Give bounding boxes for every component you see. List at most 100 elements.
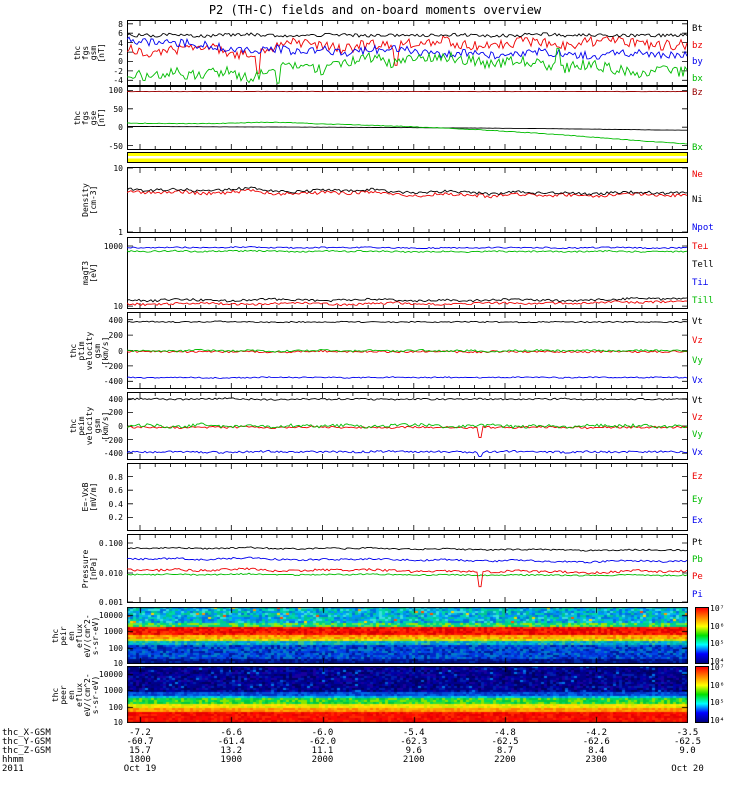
colorbar-tick-label: 10⁵ — [710, 698, 725, 708]
y-tick-label: 0 — [118, 57, 123, 67]
series-label: Vy — [692, 355, 703, 366]
axis-value: -5.4 — [402, 728, 425, 738]
series-label: Vx — [692, 448, 703, 459]
spectrogram-canvas — [127, 607, 688, 664]
y-tick-label: 10000 — [98, 669, 123, 679]
trace-svg — [127, 463, 688, 531]
series-label: by — [692, 57, 703, 68]
y-tick-label: 0.001 — [98, 598, 123, 607]
axis-value: -3.5 — [676, 728, 699, 738]
axis-value: 8.7 — [496, 746, 514, 756]
axis-value: -7.2 — [129, 728, 151, 738]
y-tick-label: -4 — [113, 76, 123, 86]
y-tick-label: 0.8 — [108, 472, 123, 482]
trace-svg — [127, 86, 688, 150]
series-label: Pi — [692, 589, 703, 600]
y-tick-label: -200 — [103, 361, 123, 371]
axis-value: -4.2 — [585, 728, 608, 738]
axis-value: 15.7 — [129, 746, 151, 756]
colorbar-tick-label: 10⁶ — [710, 680, 725, 690]
panel-peim-velocity — [127, 392, 688, 460]
axis-value: -62.5 — [491, 737, 519, 747]
panel-ptim-velocity — [127, 312, 688, 389]
colorbar-tick-label: 10⁶ — [710, 621, 725, 631]
trace-svg — [127, 20, 688, 86]
panel-magT3 — [127, 237, 688, 309]
colorbar — [695, 666, 709, 723]
axis-value: Oct 19 — [123, 764, 157, 774]
series-label: Vy — [692, 430, 703, 441]
panel-density — [127, 167, 688, 233]
axis-value: -6.0 — [311, 728, 334, 738]
series-label: Pb — [692, 555, 703, 566]
series-label: Vt — [692, 317, 703, 328]
axis-value: -61.4 — [217, 737, 245, 747]
y-tick-label: 0 — [118, 346, 123, 356]
series-label: Pt — [692, 537, 703, 548]
trace-svg — [127, 392, 688, 460]
axis-value: -62.3 — [400, 737, 428, 747]
series-label: Ne — [692, 169, 703, 180]
y-tick-label: 200 — [108, 408, 123, 418]
axis-value: -62.6 — [582, 737, 610, 747]
y-tick-label: -400 — [103, 449, 123, 459]
y-tick-label: 10000 — [98, 610, 123, 620]
y-tick-label: 1000 — [103, 627, 123, 637]
series-label: Ni — [692, 195, 703, 206]
spectrogram-canvas — [127, 666, 688, 723]
panel-peer-spectrogram — [127, 666, 688, 723]
y-tick-label: 6 — [118, 29, 123, 39]
colorbar-tick-label: 10⁷ — [710, 663, 725, 673]
series-label: Tell — [692, 259, 714, 270]
colorbar — [695, 607, 709, 664]
y-tick-label: 0.2 — [108, 513, 123, 523]
axis-value: 2200 — [494, 755, 516, 765]
y-tick-label: 0.4 — [108, 499, 123, 509]
series-label: Te⊥ — [692, 241, 709, 252]
series-label: bz — [692, 40, 703, 51]
axis-row-label: hhmm — [2, 755, 24, 765]
axis-value: -62.0 — [308, 737, 337, 747]
axis-value: 8.4 — [588, 746, 605, 756]
panel-pressure — [127, 534, 688, 603]
axis-value: 1800 — [129, 755, 151, 765]
y-axis-label: Density [cm-3] — [81, 183, 98, 217]
series-label: Vx — [692, 375, 703, 386]
axis-value: 9.0 — [679, 746, 696, 756]
axis-value: -60.7 — [126, 737, 154, 747]
y-tick-label: 0.6 — [108, 486, 123, 496]
trace-svg — [127, 237, 688, 309]
axis-value: -62.5 — [673, 737, 702, 747]
y-tick-label: -2 — [113, 66, 123, 76]
plot-title: P2 (TH-C) fields and on-board moments ov… — [208, 3, 542, 17]
panel-fgs-gse — [127, 86, 688, 150]
y-tick-label: 1 — [118, 228, 123, 237]
axis-value: 11.1 — [311, 746, 334, 756]
series-label: Ex — [692, 516, 703, 527]
axis-row-label: 2011 — [2, 764, 24, 774]
axis-value: 2100 — [402, 755, 425, 765]
series-label: Vt — [692, 396, 703, 407]
y-tick-label: 10 — [113, 659, 123, 668]
axis-row-label: thc_Z-GSM — [2, 746, 51, 756]
mode-bar — [127, 152, 688, 163]
panel-fgs-gsm — [127, 20, 688, 86]
axis-value: 13.2 — [220, 746, 243, 756]
y-tick-label: 0 — [118, 422, 123, 431]
y-tick-label: 50 — [113, 104, 123, 114]
panel-efield — [127, 463, 688, 531]
axis-value: -6.6 — [220, 728, 243, 738]
axis-row-label: thc_Y-GSM — [2, 737, 51, 747]
series-label: bx — [692, 74, 703, 85]
axis-row-label: thc_X-GSM — [2, 728, 51, 738]
trace-svg — [127, 312, 688, 389]
y-tick-label: 400 — [108, 315, 123, 325]
axis-value: 9.6 — [405, 746, 422, 756]
y-tick-label: 1000 — [103, 242, 123, 252]
series-label: Npot — [692, 222, 714, 233]
y-tick-label: 10 — [113, 164, 123, 173]
series-label: Bz — [692, 88, 703, 99]
axis-value: 2300 — [585, 755, 608, 765]
y-tick-label: -50 — [108, 141, 123, 151]
